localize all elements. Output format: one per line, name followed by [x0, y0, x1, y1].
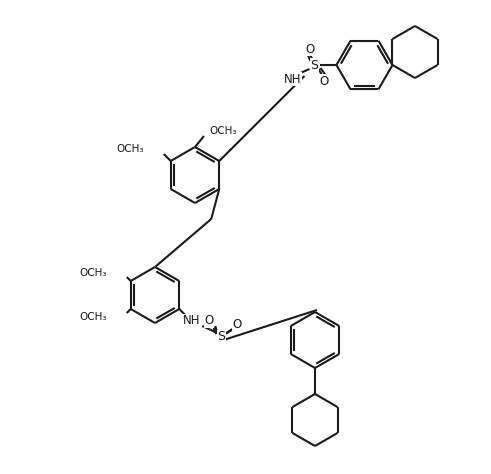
Text: OCH₃: OCH₃: [209, 126, 237, 136]
Text: O: O: [320, 74, 329, 88]
Text: OCH₃: OCH₃: [116, 144, 144, 154]
Text: OCH₃: OCH₃: [79, 312, 107, 322]
Text: NH: NH: [284, 73, 301, 85]
Text: O: O: [306, 43, 315, 55]
Text: O: O: [205, 315, 214, 328]
Text: S: S: [310, 58, 319, 72]
Text: NH: NH: [183, 315, 200, 328]
Text: OCH₃: OCH₃: [79, 268, 107, 278]
Text: O: O: [233, 319, 242, 331]
Text: S: S: [217, 330, 225, 344]
